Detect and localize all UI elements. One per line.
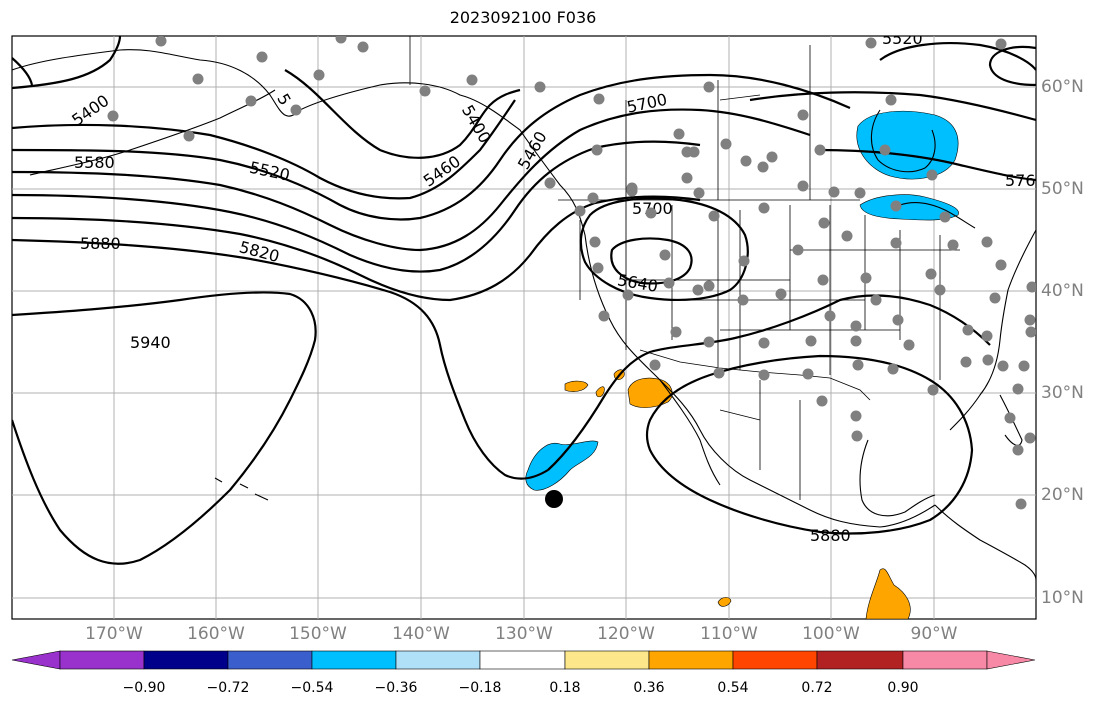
colorbar-bin-0	[59, 650, 145, 670]
contour-label-5760: 5760	[1005, 171, 1046, 190]
colorbar-bin-5	[479, 650, 566, 670]
aleutians	[29, 89, 276, 176]
colorbar-tick-label: −0.72	[206, 680, 250, 696]
contour-5640	[12, 108, 811, 252]
lon-label-130w: 130°W	[495, 624, 553, 644]
contour-label-5580: 5580	[74, 153, 115, 172]
colorbar-bin-1	[143, 650, 229, 670]
colorbar-tick-label: −0.54	[290, 680, 334, 696]
shade-orange-baja	[627, 377, 673, 408]
colorbar-extend-high	[986, 650, 1036, 670]
lat-label-40n: 40°N	[1041, 281, 1084, 301]
central-america	[934, 504, 1036, 581]
contour-label-5940: 5940	[130, 333, 171, 352]
shade-blue-hudson	[856, 110, 959, 180]
colorbar-tick-label: 0.54	[717, 680, 749, 696]
colorbar-bin-10	[902, 650, 988, 670]
colorbar-tick-label: 0.90	[887, 680, 919, 696]
colorbar-bin-2	[227, 650, 313, 670]
colorbar-tick-label: −0.18	[458, 680, 502, 696]
contour-label-5880-west: 5880	[80, 234, 121, 253]
shade-blue-lakes	[859, 194, 959, 221]
contour-5400	[12, 36, 122, 90]
contour-label-5520-north: 5520	[882, 29, 923, 48]
lon-label-150w: 150°W	[289, 624, 347, 644]
lat-label-60n: 60°N	[1041, 77, 1084, 97]
colorbar-bin-4	[395, 650, 481, 670]
lat-label-20n: 20°N	[1041, 485, 1084, 505]
lon-label-120w: 120°W	[597, 624, 655, 644]
colorbar-bin-3	[311, 650, 397, 670]
lon-label-90w: 90°W	[910, 624, 958, 644]
lat-label-10n: 10°N	[1041, 588, 1084, 608]
mexico-states	[719, 380, 801, 500]
contour-5520a	[12, 99, 516, 200]
map-title: 2023092100 F036	[449, 8, 597, 27]
contour-5760c	[819, 148, 1036, 182]
hudson-bay	[870, 109, 936, 173]
contour-5580c	[12, 57, 34, 86]
storm-center-marker	[545, 490, 563, 508]
contour-5700-low	[579, 197, 749, 302]
lon-label-110w: 110°W	[700, 624, 758, 644]
contour-5640-low	[610, 237, 693, 285]
us-mexico-border	[639, 349, 871, 401]
colorbar-tick-label: −0.36	[374, 680, 418, 696]
state-lines	[579, 200, 960, 380]
contour-5700b	[749, 91, 1036, 122]
station-dots	[107, 36, 1036, 510]
florida	[999, 394, 1023, 446]
contour-5880b	[645, 354, 974, 535]
colorbar-extend-low	[11, 650, 61, 670]
contour-5460	[284, 69, 521, 159]
colorbar-tick-label: −0.90	[122, 680, 166, 696]
lat-label-50n: 50°N	[1041, 179, 1084, 199]
contour-5580b	[988, 45, 1036, 87]
gulf-coast	[859, 439, 936, 517]
shade-blue-pacific	[525, 440, 599, 491]
colorbar-bin-8	[732, 650, 818, 670]
colorbar-tick-label: 0.18	[549, 680, 581, 696]
great-lakes	[899, 201, 976, 229]
colorbar-bin-6	[564, 650, 650, 670]
colorbar	[11, 650, 1036, 670]
lat-label-30n: 30°N	[1041, 383, 1084, 403]
gulf-of-california	[659, 379, 721, 486]
colorbar-tick-label: 0.36	[633, 680, 665, 696]
lon-label-100w: 100°W	[802, 624, 860, 644]
lon-label-170w: 170°W	[85, 624, 143, 644]
colorbar-tick-label: 0.72	[801, 680, 833, 696]
hawaii	[214, 477, 269, 501]
colorbar-bin-9	[816, 650, 904, 670]
contour-5580	[12, 73, 851, 221]
canada-provinces	[625, 45, 811, 200]
contour-5520b	[879, 42, 1036, 71]
lon-label-160w: 160°W	[187, 624, 245, 644]
contour-5820	[12, 238, 549, 480]
shade-orange-small4	[717, 597, 732, 607]
lon-label-140w: 140°W	[392, 624, 450, 644]
anomaly-shading	[525, 110, 959, 619]
shade-orange-small2	[595, 386, 605, 398]
colorbar-bin-7	[648, 650, 734, 670]
east-coast	[949, 229, 1036, 431]
shade-orange-small1	[564, 380, 589, 392]
shade-orange-central-am	[865, 568, 911, 619]
contour-5880a	[12, 291, 317, 565]
contour-5760b	[547, 294, 991, 471]
contour-label-5880-mexico: 5880	[810, 526, 851, 545]
